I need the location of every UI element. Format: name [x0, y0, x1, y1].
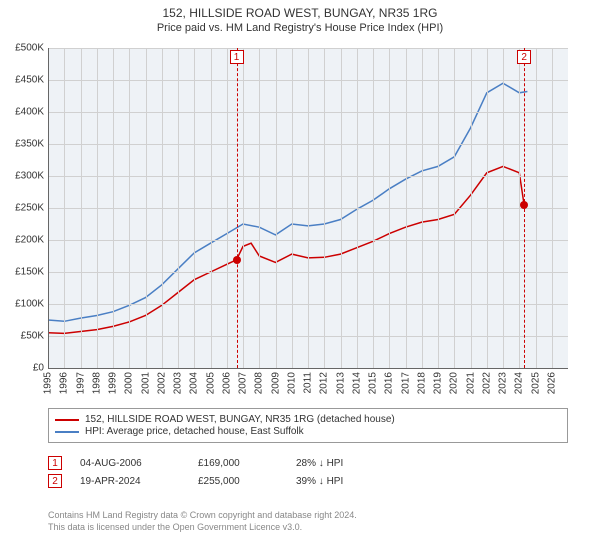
footer-line: Contains HM Land Registry data © Crown c… [48, 510, 568, 522]
x-tick-label: 1995 [43, 372, 54, 394]
y-tick-label: £350K [15, 139, 44, 150]
x-tick-label: 2025 [530, 372, 541, 394]
x-tick-label: 2001 [140, 372, 151, 394]
x-tick-label: 2019 [433, 372, 444, 394]
y-tick-label: £450K [15, 75, 44, 86]
y-tick-label: £400K [15, 107, 44, 118]
transaction-delta: 39% ↓ HPI [296, 476, 343, 487]
legend-label: HPI: Average price, detached house, East… [85, 426, 304, 437]
x-tick-label: 2012 [319, 372, 330, 394]
chart-marker: 2 [517, 50, 531, 64]
footer: Contains HM Land Registry data © Crown c… [48, 510, 568, 533]
x-tick-label: 1996 [59, 372, 70, 394]
x-tick-label: 2017 [400, 372, 411, 394]
x-tick-label: 2020 [449, 372, 460, 394]
x-tick-label: 2005 [205, 372, 216, 394]
x-tick-label: 2000 [124, 372, 135, 394]
legend: 152, HILLSIDE ROAD WEST, BUNGAY, NR35 1R… [48, 408, 568, 443]
x-tick-label: 2021 [465, 372, 476, 394]
x-tick-label: 2022 [481, 372, 492, 394]
x-tick-label: 2023 [498, 372, 509, 394]
y-tick-label: £300K [15, 171, 44, 182]
sale-point [520, 201, 528, 209]
x-tick-label: 2008 [254, 372, 265, 394]
x-tick-label: 2009 [270, 372, 281, 394]
y-tick-label: £100K [15, 299, 44, 310]
y-tick-label: £50K [21, 331, 44, 342]
legend-swatch [55, 431, 79, 433]
transactions-table: 1 04-AUG-2006 £169,000 28% ↓ HPI 2 19-AP… [48, 452, 568, 492]
sale-point [233, 256, 241, 264]
chart-title: 152, HILLSIDE ROAD WEST, BUNGAY, NR35 1R… [0, 6, 600, 20]
transaction-marker: 2 [48, 474, 62, 488]
chart-subtitle: Price paid vs. HM Land Registry's House … [0, 22, 600, 34]
y-tick-label: £200K [15, 235, 44, 246]
legend-label: 152, HILLSIDE ROAD WEST, BUNGAY, NR35 1R… [85, 414, 395, 425]
x-tick-label: 2016 [384, 372, 395, 394]
chart-marker: 1 [230, 50, 244, 64]
chart-area: £0£50K£100K£150K£200K£250K£300K£350K£400… [48, 48, 568, 368]
x-tick-label: 2004 [189, 372, 200, 394]
transaction-row: 1 04-AUG-2006 £169,000 28% ↓ HPI [48, 456, 568, 470]
transaction-price: £255,000 [198, 476, 278, 487]
x-tick-label: 2011 [303, 372, 314, 394]
x-tick-label: 2002 [156, 372, 167, 394]
title-block: 152, HILLSIDE ROAD WEST, BUNGAY, NR35 1R… [0, 0, 600, 34]
y-tick-label: £250K [15, 203, 44, 214]
y-tick-label: £500K [15, 43, 44, 54]
chart-container: 152, HILLSIDE ROAD WEST, BUNGAY, NR35 1R… [0, 0, 600, 560]
x-tick-label: 2006 [221, 372, 232, 394]
footer-line: This data is licensed under the Open Gov… [48, 522, 568, 534]
transaction-date: 04-AUG-2006 [80, 458, 180, 469]
legend-item: 152, HILLSIDE ROAD WEST, BUNGAY, NR35 1R… [55, 414, 561, 425]
x-tick-label: 2007 [238, 372, 249, 394]
x-tick-label: 2013 [335, 372, 346, 394]
legend-item: HPI: Average price, detached house, East… [55, 426, 561, 437]
series-property [48, 166, 524, 333]
x-tick-label: 2015 [368, 372, 379, 394]
transaction-delta: 28% ↓ HPI [296, 458, 343, 469]
series-hpi [48, 83, 527, 321]
y-tick-label: £150K [15, 267, 44, 278]
x-tick-label: 2003 [173, 372, 184, 394]
x-tick-label: 2018 [416, 372, 427, 394]
x-tick-label: 1997 [75, 372, 86, 394]
transaction-row: 2 19-APR-2024 £255,000 39% ↓ HPI [48, 474, 568, 488]
transaction-price: £169,000 [198, 458, 278, 469]
x-tick-label: 1998 [91, 372, 102, 394]
x-tick-label: 2024 [514, 372, 525, 394]
x-tick-label: 1999 [108, 372, 119, 394]
x-tick-label: 2014 [351, 372, 362, 394]
x-tick-label: 2010 [286, 372, 297, 394]
legend-swatch [55, 419, 79, 421]
transaction-marker: 1 [48, 456, 62, 470]
x-tick-label: 2026 [546, 372, 557, 394]
transaction-date: 19-APR-2024 [80, 476, 180, 487]
